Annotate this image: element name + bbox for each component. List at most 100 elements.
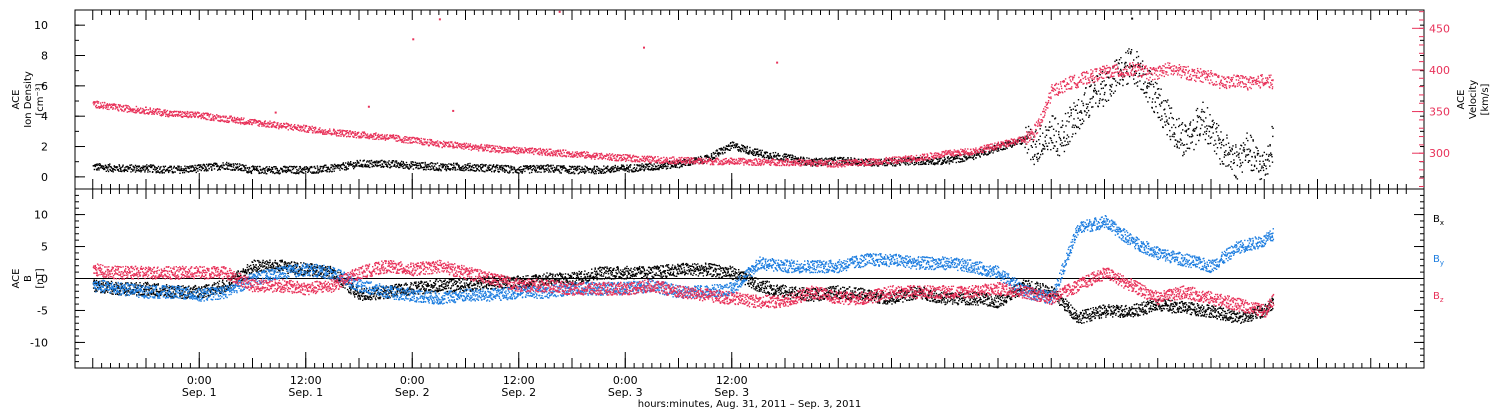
- data-point: [246, 171, 248, 173]
- data-point: [811, 162, 813, 164]
- data-point: [1006, 147, 1008, 150]
- data-point: [763, 154, 765, 156]
- data-point: [657, 164, 659, 167]
- data-point: [496, 150, 498, 152]
- data-point: [879, 162, 881, 164]
- data-point: [424, 143, 426, 146]
- data-point: [812, 160, 814, 162]
- data-point: [104, 164, 107, 166]
- data-point: [792, 155, 794, 157]
- data-point: [159, 167, 161, 169]
- data-point: [385, 137, 387, 139]
- data-point: [393, 137, 396, 139]
- data-point: [329, 168, 331, 170]
- data-point: [979, 150, 982, 152]
- data-point: [815, 157, 817, 160]
- data-point: [249, 167, 251, 169]
- data-point: [827, 162, 829, 164]
- data-point: [638, 169, 640, 171]
- data-point: [770, 155, 772, 158]
- data-point: [95, 101, 97, 103]
- data-point: [238, 163, 241, 165]
- data-point: [180, 169, 182, 172]
- data-point: [635, 155, 637, 158]
- data-point: [448, 145, 450, 147]
- data-point: [530, 165, 532, 167]
- data-point: [367, 135, 369, 137]
- data-point: [183, 112, 186, 114]
- data-point: [101, 166, 103, 168]
- data-point: [792, 164, 795, 166]
- data-point: [539, 149, 542, 151]
- data-point: [956, 157, 959, 159]
- data-point: [648, 169, 650, 171]
- data-point: [847, 159, 849, 161]
- data-point: [637, 170, 640, 172]
- data-point: [644, 163, 647, 165]
- data-point: [885, 156, 887, 159]
- data-point: [477, 164, 479, 166]
- data-point: [764, 153, 767, 155]
- data-point: [822, 164, 824, 167]
- data-point: [609, 168, 612, 170]
- data-point: [627, 156, 629, 158]
- data-point: [449, 145, 452, 148]
- data-point: [927, 159, 929, 161]
- data-point: [343, 135, 345, 138]
- data-point: [95, 168, 98, 170]
- data-point: [539, 167, 541, 169]
- data-point: [416, 138, 419, 141]
- data-point: [748, 159, 751, 161]
- data-point: [780, 160, 783, 162]
- data-point: [115, 166, 118, 168]
- data-point: [794, 162, 796, 164]
- data-point: [104, 168, 106, 170]
- data-point: [637, 165, 639, 167]
- data-point: [688, 163, 690, 165]
- data-point: [118, 106, 121, 108]
- data-point: [335, 134, 337, 136]
- data-point: [489, 151, 491, 153]
- data-point: [932, 159, 934, 162]
- data-point: [135, 105, 138, 108]
- data-point: [712, 151, 715, 154]
- data-point: [592, 171, 594, 174]
- data-point: [984, 152, 986, 154]
- data-point: [321, 169, 323, 172]
- data-point: [168, 170, 170, 172]
- data-point: [523, 168, 525, 170]
- data-point: [322, 168, 324, 170]
- data-point: [532, 165, 534, 167]
- data-point: [911, 162, 913, 164]
- data-point: [542, 166, 544, 169]
- data-point: [800, 156, 802, 158]
- data-point: [294, 124, 296, 126]
- data-point: [721, 148, 723, 151]
- data-point: [409, 142, 411, 144]
- data-point: [744, 160, 746, 163]
- data-point: [600, 156, 602, 159]
- data-point: [371, 163, 373, 165]
- data-point: [772, 158, 774, 160]
- data-point: [825, 163, 828, 165]
- data-point: [890, 158, 892, 160]
- data-point: [240, 119, 243, 121]
- data-point: [171, 168, 173, 170]
- data-point: [719, 152, 721, 154]
- data-point: [574, 172, 576, 175]
- data-point: [301, 167, 304, 170]
- data-point: [941, 161, 943, 164]
- data-point: [162, 113, 165, 115]
- data-point: [168, 113, 170, 115]
- data-point: [107, 170, 110, 173]
- data-point: [200, 164, 202, 166]
- data-point: [380, 134, 383, 137]
- data-point: [145, 106, 147, 108]
- data-point: [217, 119, 219, 122]
- data-point: [206, 114, 208, 116]
- data-point: [577, 173, 579, 175]
- data-point: [456, 162, 458, 164]
- data-point: [526, 148, 529, 151]
- data-point: [893, 156, 896, 158]
- data-point: [263, 121, 266, 123]
